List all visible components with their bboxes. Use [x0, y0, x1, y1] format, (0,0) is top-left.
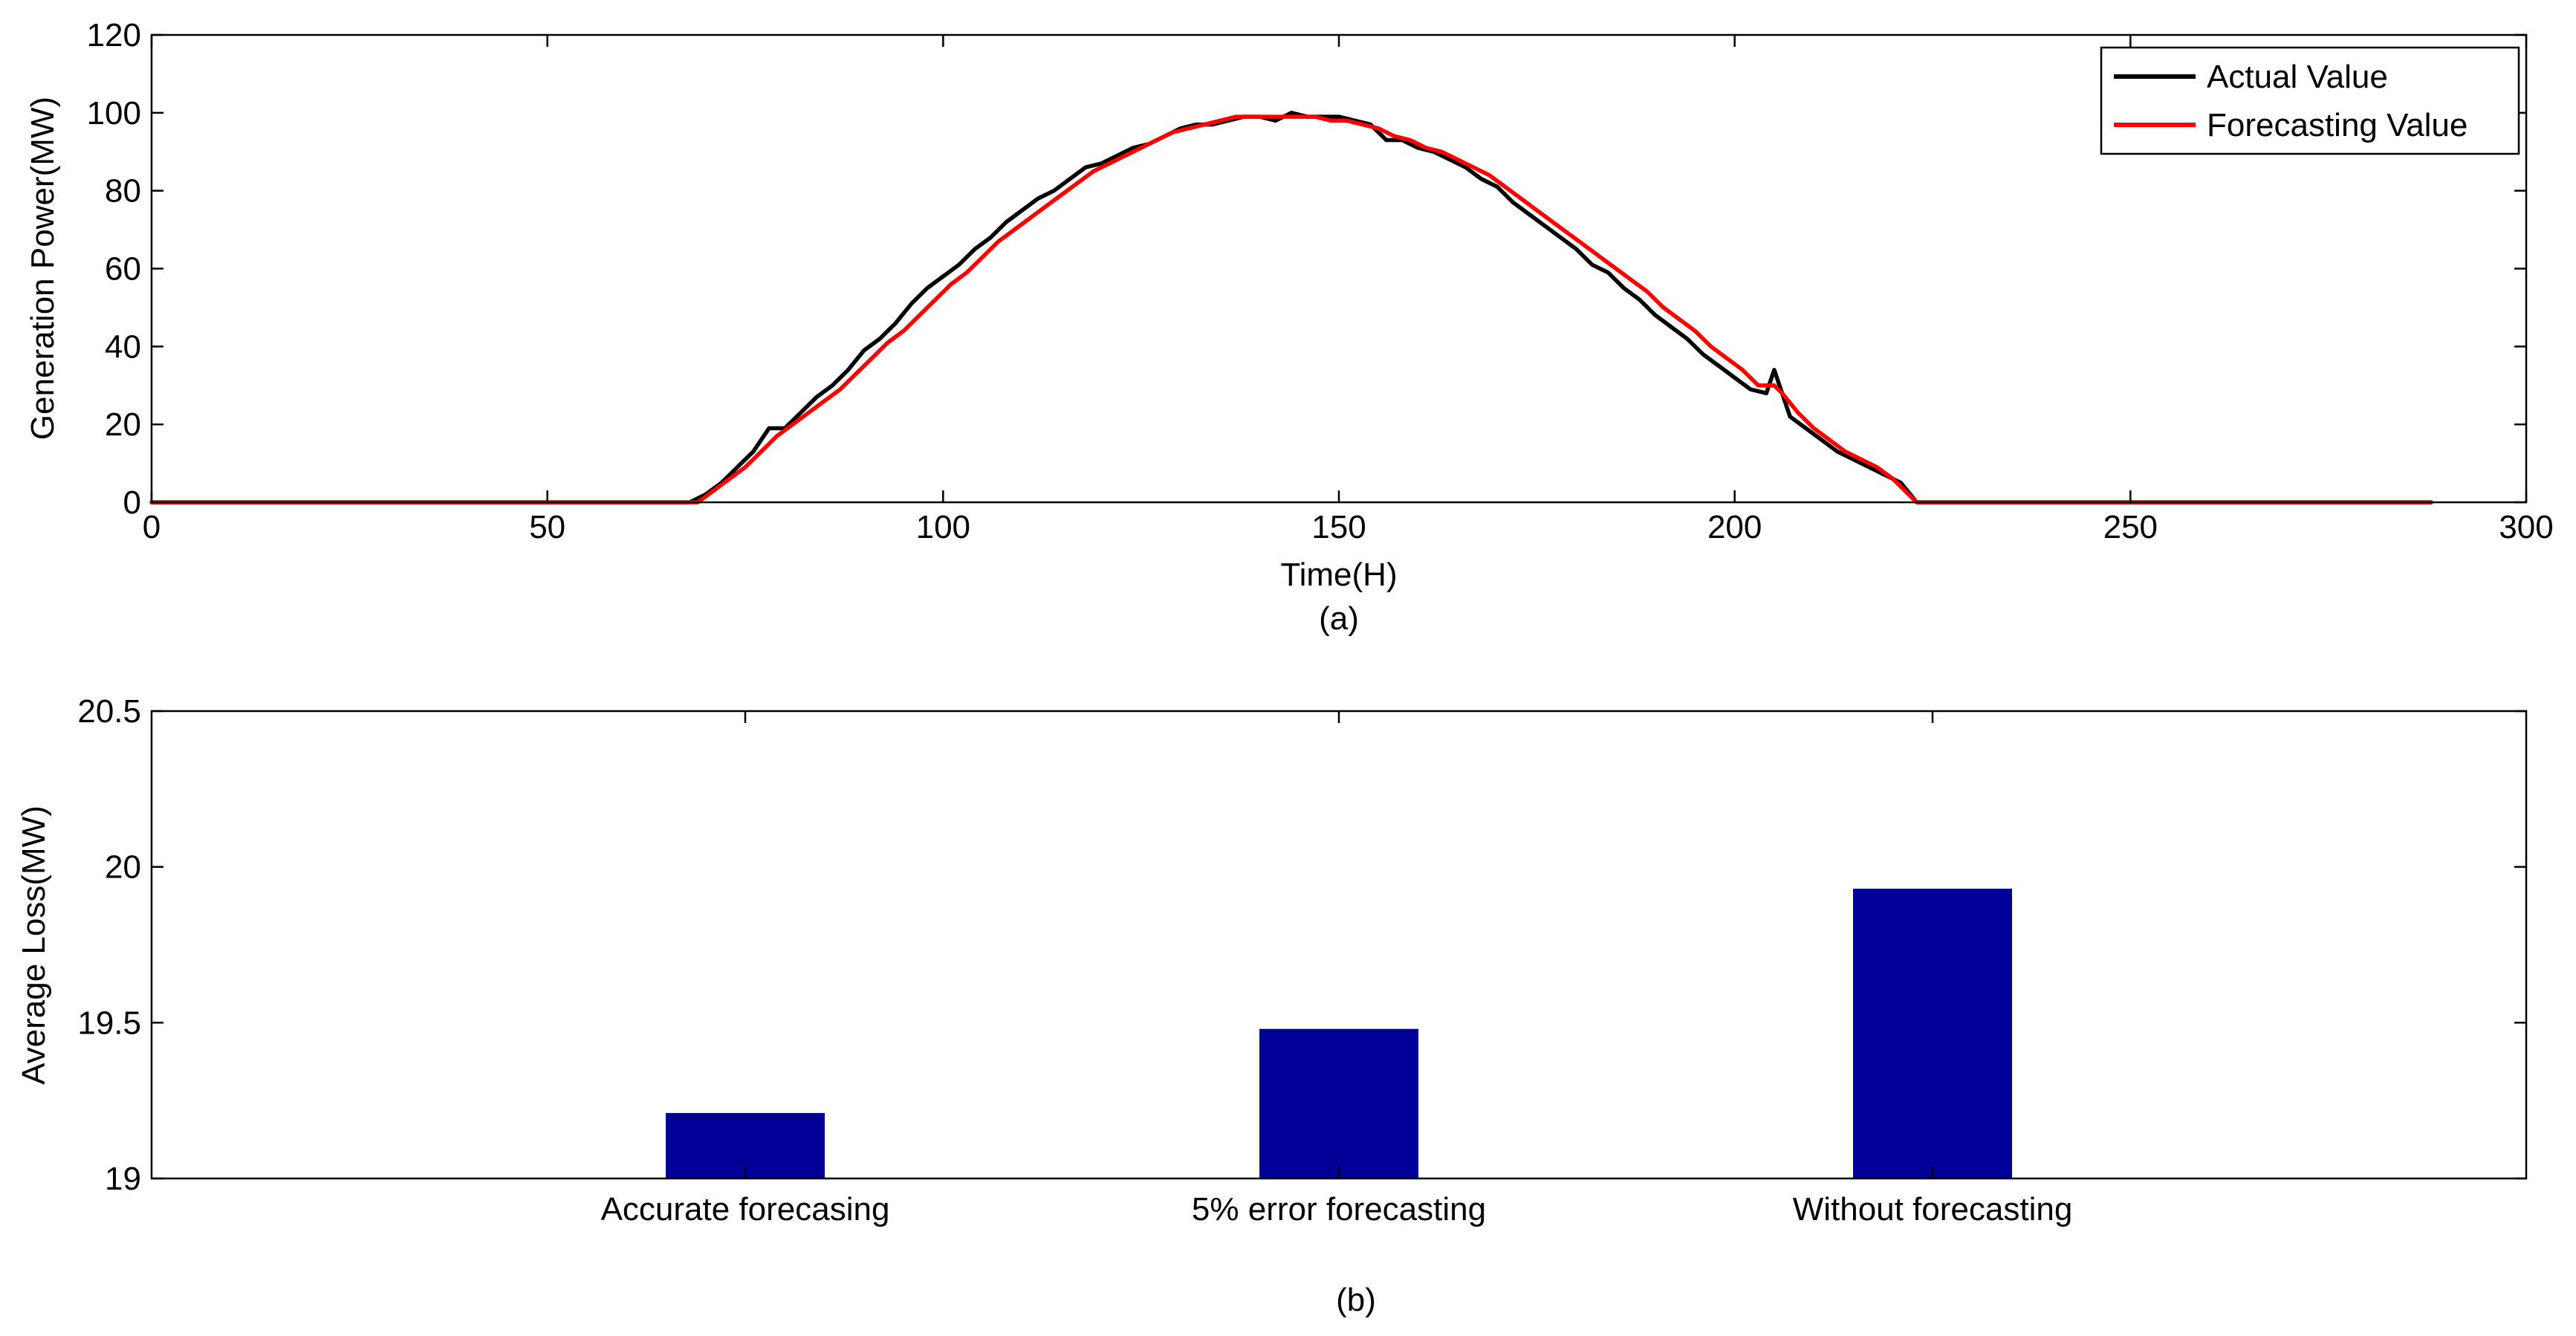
y-tick-label: 19	[105, 1161, 141, 1197]
x-tick-label: 50	[529, 509, 565, 545]
bar-chart-caption: (b)	[1336, 1282, 1376, 1318]
line-chart-ticks-group: 0 50 100 150 200 250 300 0 20 40 60 80 100 120	[87, 17, 2554, 545]
bar-5-error-forecasting	[1259, 1028, 1418, 1178]
y-tick-label: 100	[87, 95, 141, 132]
y-tick-label: 20	[105, 406, 141, 443]
y-tick-label: 80	[105, 173, 141, 210]
category-label: 5% error forecasting	[1192, 1191, 1486, 1228]
x-tick-label: 200	[1707, 509, 1762, 545]
y-tick-label: 0	[123, 484, 141, 521]
y-tick-label: 120	[87, 17, 141, 53]
y-tick-label: 60	[105, 251, 141, 288]
x-tick-label: 150	[1311, 509, 1366, 545]
category-label: Without forecasting	[1793, 1191, 2073, 1228]
category-label: Accurate forecasing	[601, 1191, 890, 1228]
bar-chart-y-axis-label: Average Loss(MW)	[16, 805, 52, 1085]
legend-box	[2100, 46, 2520, 155]
y-tick-label: 20	[105, 849, 141, 886]
line-chart-series-group	[149, 111, 2433, 505]
x-tick-label: 100	[916, 509, 970, 545]
y-tick-label: 19.5	[77, 1005, 141, 1041]
bar-without-forecasting	[1853, 889, 2012, 1178]
bar-chart-bars-group	[666, 889, 2012, 1178]
line-chart-panel: 0 50 100 150 200 250 300 0 20 40 60 80 100 120 Time(H…	[25, 17, 2554, 637]
bar-chart-ticks-group: 19 19.5 20 20.5 Accurate forecasing 5% error …	[77, 693, 2526, 1228]
y-tick-label: 40	[105, 328, 141, 365]
series-line-forecasting-value	[149, 114, 2433, 505]
y-tick-label: 20.5	[77, 693, 141, 730]
bar-chart-panel: 19 19.5 20 20.5 Accurate forecasing 5% error …	[16, 693, 2528, 1318]
x-tick-label: 250	[2103, 509, 2158, 545]
line-chart-caption: (a)	[1319, 600, 1359, 637]
line-chart-legend: Actual Value Forecasting Value	[2100, 46, 2520, 155]
line-chart-x-axis-label: Time(H)	[1280, 557, 1397, 593]
legend-label-actual-value: Actual Value	[2207, 59, 2388, 95]
x-tick-label: 0	[143, 509, 160, 545]
x-tick-label: 300	[2499, 509, 2553, 545]
line-chart-y-axis-label: Generation Power(MW)	[25, 97, 61, 440]
legend-label-forecasting-value: Forecasting Value	[2207, 107, 2468, 143]
